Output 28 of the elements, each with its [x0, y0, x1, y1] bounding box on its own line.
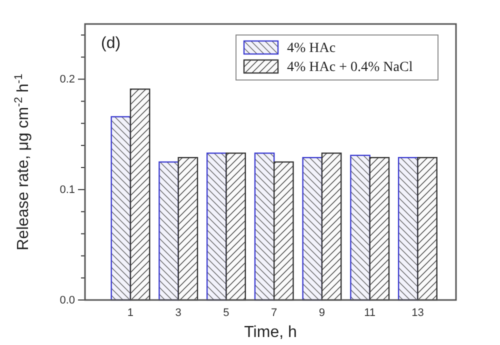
bar [350, 154, 370, 301]
bar [254, 152, 275, 301]
bar [273, 161, 294, 301]
bar [369, 156, 390, 301]
x-tick-label: 5 [223, 306, 230, 319]
bar [226, 152, 246, 301]
x-axis-title: Time, h [244, 324, 297, 341]
x-tick-label: 13 [412, 306, 424, 319]
x-tick-label: 1 [127, 306, 134, 319]
bar [398, 156, 418, 301]
x-tick-label: 7 [271, 306, 278, 319]
legend-label: 4% HAc + 0.4% NaCl [287, 60, 413, 75]
bar [130, 88, 150, 301]
bar [417, 156, 438, 301]
x-tick-label: 3 [175, 306, 182, 319]
x-tick-label: 11 [364, 306, 376, 319]
y-tick-label: 0.1 [60, 184, 75, 196]
bar [178, 156, 198, 301]
annotation: (d) [101, 35, 121, 52]
legend-label: 4% HAc [287, 41, 336, 56]
x-tick-label: 9 [318, 306, 326, 319]
bar [158, 161, 179, 301]
bar [321, 152, 342, 301]
y-tick-label: 0.2 [60, 74, 75, 86]
y-tick-label: 0.0 [60, 294, 75, 307]
bar [302, 156, 323, 301]
bar [206, 152, 227, 301]
bar [110, 116, 132, 301]
